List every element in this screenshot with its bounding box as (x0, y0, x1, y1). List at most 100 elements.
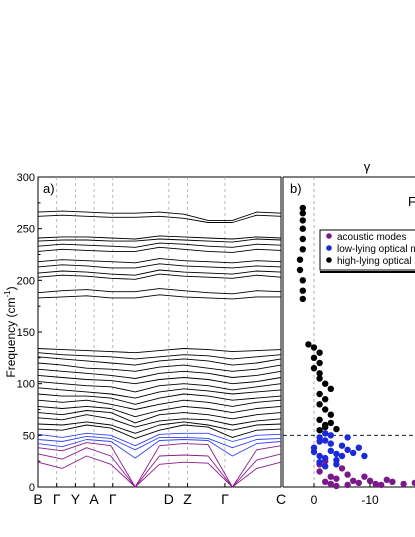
point-s2-23 (361, 452, 368, 460)
point-s3-12 (316, 370, 323, 377)
legend-label-2: low-lying optical m (337, 244, 415, 255)
dispersion-line-3 (37, 442, 282, 488)
point-s2-18 (322, 430, 329, 437)
dispersion-line-26 (37, 263, 282, 269)
dispersion-line-32 (37, 214, 282, 223)
dispersion-line-2 (37, 447, 282, 488)
dispersion-line-31 (37, 235, 282, 240)
point-s2-15 (338, 452, 346, 460)
point-s3-18 (305, 341, 312, 348)
x-tick-label-1: Γ (53, 491, 61, 507)
panel-a-y-ticks: 0 50 100 150 200 250 300 (17, 172, 42, 494)
point-s1-22 (333, 482, 340, 490)
point-s3-25 (299, 235, 306, 243)
panel-b-scatter-points (296, 204, 415, 490)
point-s1-5 (327, 480, 334, 488)
x-tick-label-2: Y (71, 491, 81, 507)
point-s1-10 (400, 480, 407, 488)
dispersion-line-16 (37, 374, 282, 385)
panel-a-label: a) (43, 181, 55, 196)
dispersion-line-19 (37, 356, 282, 366)
y-tick-label-300: 300 (17, 172, 35, 184)
point-s1-15 (372, 480, 379, 488)
dispersion-line-22 (37, 294, 281, 300)
point-s2-17 (327, 432, 334, 439)
point-s3-29 (299, 204, 306, 212)
point-s3-19 (299, 295, 306, 303)
point-s2-14 (316, 459, 323, 466)
y-tick-label-200: 200 (17, 275, 35, 287)
dispersion-line-9 (37, 414, 282, 428)
point-s2-2 (322, 454, 329, 462)
point-s1-12 (338, 465, 346, 472)
point-s1-2 (333, 475, 340, 482)
dispersion-line-28 (37, 246, 282, 253)
x-tick-label-0: B (33, 491, 42, 507)
point-s3-13 (310, 365, 318, 372)
y-axis-label: Frequency (cm-1) (3, 286, 18, 377)
point-s3-27 (299, 217, 306, 224)
y-tick-label-250: 250 (17, 224, 35, 236)
point-s2-21 (310, 448, 318, 456)
y-tick-label-50: 50 (23, 430, 35, 442)
point-s3-21 (299, 277, 306, 284)
dispersion-line-6 (37, 432, 282, 447)
dispersion-line-29 (37, 242, 282, 248)
point-s1-6 (355, 479, 362, 487)
dispersion-line-1 (37, 455, 282, 488)
y-axis-label-main: Frequency (cm (4, 298, 18, 378)
point-s2-1 (316, 452, 323, 460)
point-s3-32 (333, 425, 340, 433)
panel-a-dispersion-lines (37, 210, 282, 488)
point-s3-1 (316, 427, 323, 434)
legend-marker-2 (326, 245, 332, 251)
dispersion-line-13 (37, 393, 282, 405)
b-x-tick-label-0: 0 (311, 493, 318, 507)
x-tick-label-3: A (89, 491, 99, 507)
point-s3-8 (316, 390, 323, 398)
y-axis-label-close: ) (4, 286, 18, 290)
x-tick-label-5: D (164, 491, 174, 507)
dispersion-line-30 (37, 238, 282, 243)
y-axis-label-superscript: -1 (3, 290, 12, 298)
legend-label-1: acoustic modes (337, 232, 406, 243)
dispersion-line-23 (37, 288, 282, 295)
point-s2-16 (355, 444, 362, 451)
legend-marker-3 (326, 257, 332, 263)
point-s1-14 (361, 473, 368, 480)
dispersion-line-20 (37, 352, 282, 360)
y-tick-label-0: 0 (29, 482, 35, 494)
point-s2-22 (333, 461, 340, 468)
dispersion-line-25 (37, 269, 282, 276)
point-s3-24 (299, 246, 306, 253)
b-x-tick-label-1: -10 (361, 493, 379, 507)
point-s3-22 (296, 266, 304, 274)
point-s1-3 (344, 471, 351, 478)
x-tick-label-4: Γ (109, 491, 117, 507)
dispersion-line-7 (37, 424, 282, 439)
point-s3-4 (327, 411, 334, 418)
point-s3-31 (327, 419, 334, 427)
point-s2-20 (344, 434, 351, 441)
point-s2-9 (327, 440, 334, 447)
point-s2-13 (322, 463, 329, 470)
point-s3-3 (316, 416, 323, 423)
panel-b-label: b) (290, 181, 302, 196)
point-s3-6 (316, 401, 323, 408)
x-tick-label-7: Γ (221, 491, 229, 507)
dispersion-line-8 (37, 421, 282, 434)
point-s2-11 (350, 449, 357, 457)
point-s3-23 (296, 256, 304, 263)
dispersion-line-12 (37, 399, 282, 410)
x-tick-label-6: Z (183, 491, 192, 507)
dispersion-line-18 (37, 362, 282, 372)
point-s2-3 (327, 447, 334, 454)
dispersion-line-15 (37, 381, 282, 393)
point-s3-26 (299, 225, 306, 232)
dispersion-line-11 (37, 405, 282, 418)
point-s1-1 (322, 478, 329, 485)
point-s2-5 (338, 442, 346, 449)
